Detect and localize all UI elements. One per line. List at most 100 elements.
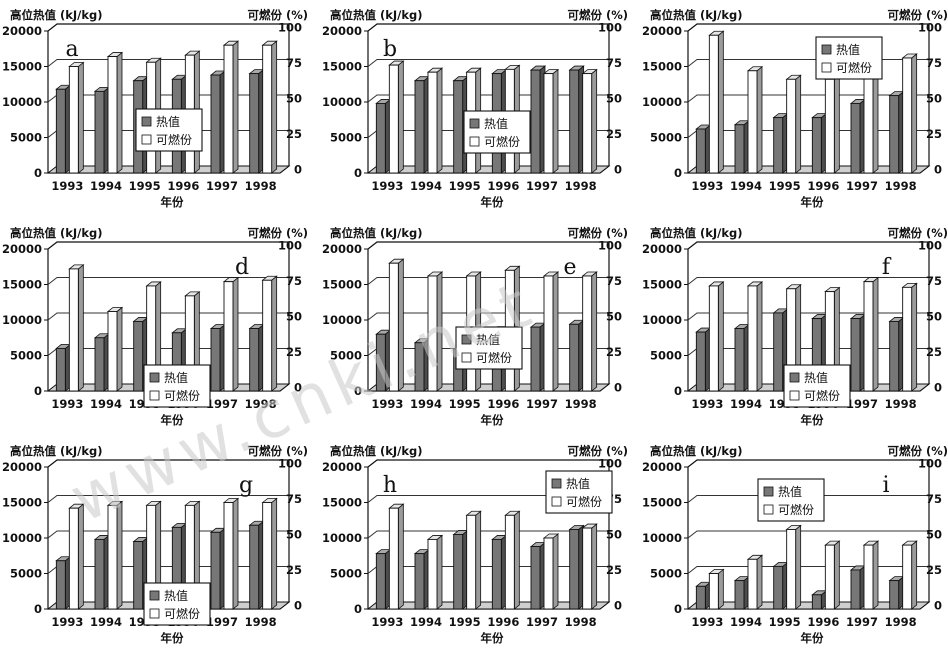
bar-front	[453, 533, 464, 610]
x-tick-label: 1994	[90, 179, 122, 193]
bar-front	[902, 286, 913, 392]
chart-svg-e: 高位热值 (kJ/kg) 可燃份 (%) 0 5000 10000 15000 20000 0…	[322, 226, 628, 427]
legend-swatch-combustible	[821, 62, 832, 73]
bar-heat-1994	[413, 548, 431, 610]
chart-panel-g: 高位热值 (kJ/kg) 可燃份 (%) 0 5000 10000 15000 20000 0…	[2, 437, 318, 654]
bar-side	[911, 53, 918, 174]
legend-swatch-combustible	[551, 496, 562, 507]
y-left-tick-label: 10000	[642, 313, 682, 327]
bar-front	[249, 328, 260, 392]
x-tick-label: 1997	[526, 179, 558, 193]
bar-heat-1997	[849, 98, 867, 174]
gridline	[47, 59, 289, 67]
bar-combustible-1993	[708, 281, 725, 392]
bar-combustible-1997	[222, 276, 240, 392]
bar-side	[116, 51, 123, 174]
bar-front	[773, 117, 784, 174]
bar-front	[107, 311, 118, 392]
bar-front	[811, 117, 822, 174]
y-left-tick-label: 15000	[642, 60, 682, 74]
bar-side	[756, 65, 763, 174]
x-tick-label: 1997	[206, 179, 238, 193]
bar-combustible-1994	[106, 500, 124, 610]
y-right-tick-label: 0	[934, 381, 942, 395]
y-left-tick-label: 5000	[330, 131, 362, 145]
x-tick-label: 1998	[245, 179, 277, 193]
bar-side	[436, 534, 443, 610]
x-tick-label: 1995	[449, 397, 481, 411]
bar-combustible-1994	[106, 306, 124, 392]
y-left-tick-label: 20000	[642, 460, 682, 474]
bar-side	[833, 74, 840, 174]
bar-front	[863, 544, 874, 610]
bar-front	[850, 318, 861, 392]
y-left-tick-label: 0	[674, 602, 682, 616]
bar-front	[569, 69, 580, 174]
bar-front	[388, 64, 399, 174]
y-left-tick-label: 10000	[642, 531, 682, 545]
bar-heat-1993	[695, 327, 712, 392]
x-tick-label: 1998	[885, 615, 917, 629]
y-left-axis-label: 高位热值 (kJ/kg)	[10, 444, 103, 458]
bar-heat-1998	[568, 65, 585, 174]
legend-label-combustible: 可燃份	[164, 388, 200, 403]
bar-front	[734, 580, 745, 610]
bar-front	[262, 502, 273, 610]
gridline	[367, 530, 609, 539]
legend-swatch-heat	[469, 118, 480, 129]
y-right-axis-label: 可燃份 (%)	[247, 8, 308, 22]
bar-side	[77, 264, 84, 392]
bar-side	[591, 523, 598, 610]
bar-front	[582, 275, 593, 392]
y-right-tick-label: 75	[286, 274, 302, 288]
x-tick-label: 1997	[206, 397, 238, 411]
bar-side	[436, 67, 443, 174]
bar-heat-1998	[248, 520, 265, 610]
y-right-tick-label: 100	[918, 21, 942, 35]
gridline	[687, 495, 929, 503]
legend-box	[455, 326, 523, 370]
gridline	[687, 566, 929, 574]
y-left-tick-label: 0	[354, 602, 362, 616]
y-right-tick-label: 100	[918, 457, 942, 471]
x-tick-label: 1993	[691, 615, 723, 629]
bar-heat-1997	[209, 323, 227, 392]
y-right-tick-label: 0	[614, 381, 622, 395]
bar-front	[210, 531, 221, 610]
bar-heat-1994	[93, 86, 111, 174]
legend-label-heat: 热值	[164, 370, 188, 385]
y-right-tick-label: 100	[918, 239, 942, 253]
bar-front	[262, 44, 273, 174]
x-tick-label: 1994	[730, 615, 762, 629]
y-right-axis-label: 可燃份 (%)	[887, 444, 948, 458]
bar-heat-1994	[413, 337, 431, 392]
panel-letter: h	[383, 473, 397, 498]
bar-front	[68, 507, 79, 610]
bar-front	[388, 262, 399, 392]
bar-combustible-1994	[426, 67, 444, 174]
bar-front	[695, 331, 706, 392]
y-right-tick-label: 25	[606, 563, 622, 577]
y-right-tick-label: 75	[286, 492, 302, 506]
panel-letter: g	[239, 473, 253, 498]
bar-heat-1997	[209, 527, 227, 610]
bar-front	[466, 514, 477, 610]
y-right-tick-label: 0	[294, 599, 302, 613]
bar-heat-1998	[568, 319, 585, 392]
y-left-tick-label: 0	[34, 602, 42, 616]
bar-side	[552, 533, 559, 610]
bar-combustible-1994	[426, 534, 444, 610]
y-right-tick-label: 75	[286, 56, 302, 70]
x-tick-label: 1995	[449, 615, 481, 629]
gridline	[47, 312, 289, 321]
bar-combustible-1993	[388, 258, 405, 392]
legend-swatch-heat	[551, 478, 562, 489]
bar-combustible-1993	[68, 503, 85, 610]
bar-side	[271, 275, 278, 392]
bar-heat-1998	[888, 316, 905, 392]
bar-side	[552, 271, 559, 392]
